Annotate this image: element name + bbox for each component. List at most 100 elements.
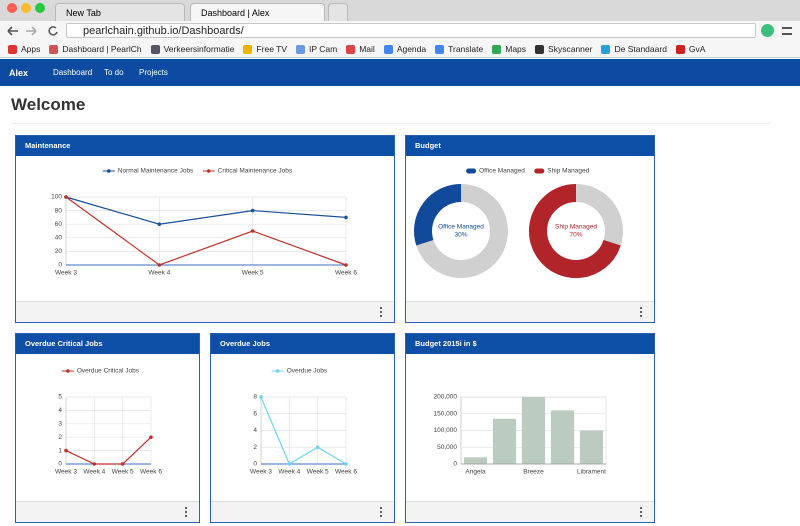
panel-title: Budget (406, 136, 654, 156)
bookmark[interactable]: Apps (8, 44, 40, 54)
menu-dot (640, 311, 642, 313)
bookmark-label[interactable]: Agenda (396, 44, 427, 54)
menu-button[interactable] (782, 27, 792, 35)
tab-active[interactable]: Dashboard | Alex (190, 3, 325, 21)
y-tick-label: 40 (55, 235, 63, 242)
bookmark-icon (601, 44, 611, 54)
bookmark-label[interactable]: Translate (448, 44, 484, 54)
point (344, 263, 348, 267)
bookmark[interactable]: Dashboard | PearlCh (49, 44, 142, 54)
panel-footer (211, 501, 394, 522)
x-tick-label: Week 5 (112, 469, 134, 476)
donut-segment (414, 184, 462, 246)
panel-menu[interactable] (636, 303, 646, 321)
url-bar[interactable]: pearlchain.github.io/Dashboards/ (66, 23, 756, 38)
y-tick-label: 6 (253, 410, 257, 417)
bookmark[interactable]: GvA (675, 44, 706, 54)
x-tick-label: Week 4 (278, 469, 300, 476)
extension-icon[interactable] (761, 24, 774, 37)
bookmark-label[interactable]: Free TV (256, 44, 288, 54)
nav-link[interactable]: To do (104, 68, 124, 77)
bookmark-label[interactable]: Mail (359, 44, 375, 54)
x-tick-label: Week 6 (140, 469, 162, 476)
y-tick-label: 4 (253, 427, 257, 434)
bookmark-label[interactable]: IP Cam (309, 44, 338, 54)
address-row: pearlchain.github.io/Dashboards/ (0, 21, 800, 41)
point (157, 263, 162, 267)
zoom-button[interactable] (35, 3, 45, 13)
menu-dot (380, 307, 382, 309)
brand[interactable]: Alex (9, 68, 29, 78)
menu-dot (380, 315, 382, 317)
point (344, 215, 348, 220)
menu-dot (640, 315, 642, 317)
panel-title: Overdue Jobs (211, 334, 394, 354)
nav-buttons[interactable] (4, 21, 64, 41)
menu-dot (640, 307, 642, 309)
panel-menu[interactable] (181, 503, 191, 521)
point (315, 445, 320, 450)
y-tick-label: 50,000 (437, 444, 457, 451)
bookmark[interactable]: Verkeersinformatie (150, 44, 235, 54)
bookmark-icon (49, 44, 59, 54)
bookmark[interactable]: Agenda (383, 44, 427, 54)
point (64, 195, 68, 199)
bookmark-icon (675, 44, 685, 54)
menu-dot (380, 311, 382, 313)
panel-menu[interactable] (636, 503, 646, 521)
panel-title: Overdue Critical Jobs (16, 334, 199, 354)
panel-menu[interactable] (376, 303, 386, 321)
x-tick-label: Week 5 (307, 469, 329, 476)
new-tab[interactable] (328, 3, 348, 21)
point (157, 222, 162, 226)
chart: Office Managed Ship Managed Office Managed… (414, 168, 623, 278)
bookmark-label[interactable]: Apps (21, 44, 41, 54)
panel-menu[interactable] (376, 503, 386, 521)
legend-marker (107, 169, 111, 173)
bookmark[interactable]: Translate (435, 44, 483, 54)
point (64, 448, 68, 453)
chart: 0 20 40 60 80 100 Week 3 Week 4 Week 5 Week 6 Norm… (51, 168, 357, 277)
x-tick-label: Week 3 (55, 469, 77, 476)
legend-label: Overdue Jobs (287, 368, 328, 375)
bookmark[interactable]: Maps (492, 44, 526, 54)
bookmark[interactable]: Free TV (243, 44, 287, 54)
minimize-button[interactable] (21, 3, 31, 13)
y-tick-label: 1 (58, 447, 62, 454)
x-tick-label: Week 3 (250, 469, 272, 476)
point (149, 435, 153, 439)
bookmark-label[interactable]: GvA (688, 44, 706, 54)
legend-label: Normal Maintenance Jobs (118, 168, 194, 175)
legend-label: Critical Maintenance Jobs (218, 168, 293, 175)
bookmark[interactable]: De Standaard (601, 44, 667, 54)
bookmark-icon (243, 44, 253, 54)
nav-link[interactable]: Dashboard (53, 68, 93, 77)
bookmark[interactable]: IP Cam (296, 44, 337, 54)
bookmark-label[interactable]: Skyscanner (548, 44, 593, 54)
y-tick-label: 0 (58, 461, 62, 468)
bookmark-label[interactable]: De Standaard (614, 44, 667, 54)
panel-footer (406, 501, 654, 522)
bookmark-icon (150, 44, 160, 54)
menu-dot (380, 511, 382, 513)
heading: Welcome (11, 95, 86, 114)
nav-link[interactable]: Projects (139, 68, 168, 77)
bookmark[interactable]: Mail (346, 44, 375, 54)
panel-title: Budget 2015i in $ (406, 334, 654, 354)
point (344, 462, 348, 466)
chart: 0 2 4 6 8 Week 3 Week 4 Week 5 Week 6 Overdue Job… (250, 368, 357, 476)
legend-label: Overdue Critical Jobs (77, 368, 140, 375)
bookmark-label[interactable]: Maps (505, 44, 527, 54)
legend-swatch (466, 168, 477, 174)
bookmark[interactable]: Skyscanner (535, 44, 592, 54)
y-tick-label: 0 (253, 461, 257, 468)
bookmark-label[interactable]: Verkeersinformatie (163, 44, 235, 54)
legend-marker (275, 369, 280, 373)
close-button[interactable] (7, 3, 17, 13)
tab[interactable]: New Tab (55, 3, 185, 21)
y-tick-label: 20 (55, 248, 63, 255)
bookmark-icon (346, 44, 356, 54)
bookmark-label[interactable]: Dashboard | PearlCh (62, 44, 142, 54)
x-tick-label: Week 3 (55, 270, 77, 277)
